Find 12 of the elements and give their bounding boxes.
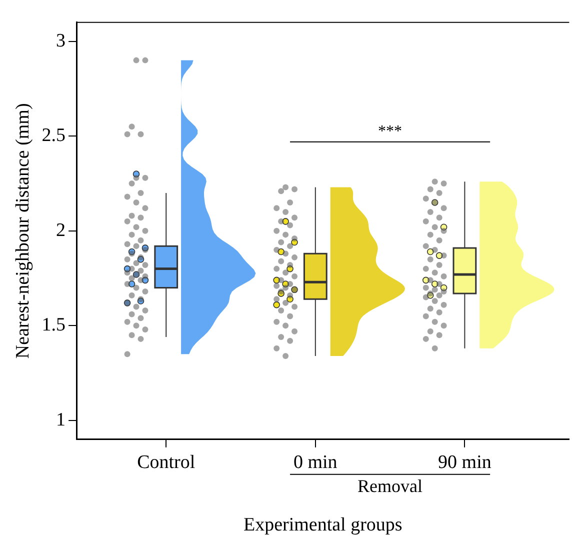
y-axis-title: Nearest-neighbour distance (mm): [12, 103, 34, 359]
x-axis-title: Experimental groups: [243, 514, 402, 536]
x-tick-label: 0 min: [294, 452, 338, 473]
y-tick-label: 1: [56, 409, 66, 430]
x-tick-label: 90 min: [438, 452, 492, 473]
x-tick-label: Control: [137, 452, 196, 473]
y-tick-label: 1.5: [42, 314, 66, 336]
y-tick-label: 2.5: [42, 125, 66, 146]
annotation: ***: [378, 123, 402, 140]
text: Removal: [358, 476, 423, 496]
y-tick-label: 2: [56, 220, 66, 241]
y-tick-label: 3: [56, 30, 66, 52]
